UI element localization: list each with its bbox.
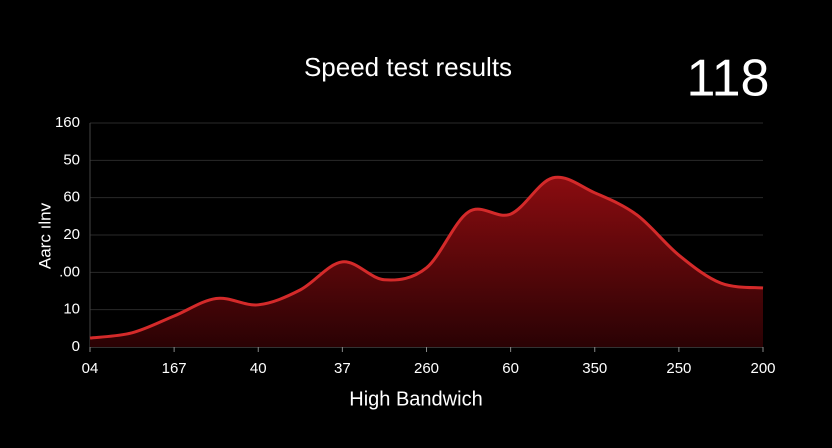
headline-value: 118 (687, 50, 770, 108)
x-tick-label: 350 (582, 360, 607, 377)
x-tick-label: 250 (666, 360, 691, 377)
y-tick-label: 60 (63, 189, 80, 206)
x-tick-label: 60 (502, 360, 519, 377)
x-tick-label: 37 (334, 360, 351, 377)
y-tick-label: 10 (63, 301, 80, 318)
x-tick-label: 04 (82, 360, 99, 377)
y-tick-label: 0 (72, 338, 80, 355)
y-tick-label: .00 (59, 263, 80, 280)
y-tick-label: 160 (55, 114, 80, 131)
x-tick-label: 200 (750, 360, 775, 377)
area-line (89, 175, 764, 340)
x-tick-label: 40 (250, 360, 267, 377)
x-axis-label: High Bandwich (349, 388, 482, 410)
area-fill (90, 177, 763, 347)
y-axis-label: Aarc ılnv (35, 202, 54, 269)
chart-title: Speed test results (304, 52, 512, 82)
x-tick-label: 167 (162, 360, 187, 377)
x-tick-label: 260 (414, 360, 439, 377)
y-tick-label: 50 (63, 151, 80, 168)
y-tick-label: 20 (63, 226, 80, 243)
